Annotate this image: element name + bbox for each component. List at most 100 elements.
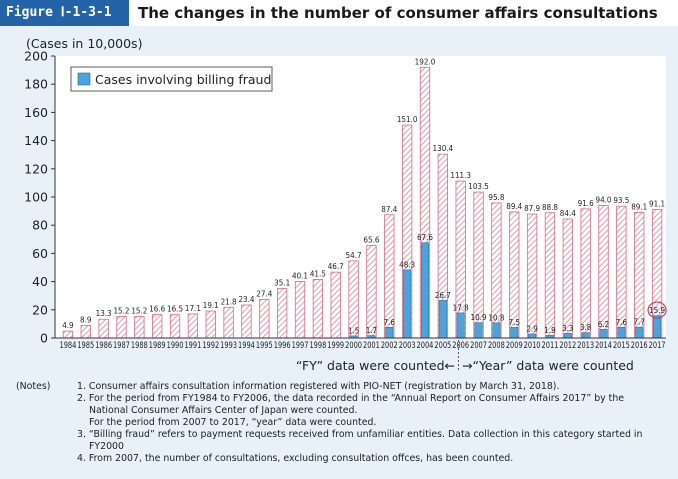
total-value-label: 16.5: [167, 305, 183, 314]
fraud-value-label: 3.8: [580, 323, 592, 332]
x-tick-label: 1993: [220, 341, 237, 351]
x-tick-label: 2014: [595, 341, 612, 351]
x-tick-label: 1988: [131, 341, 148, 351]
y-tick-label: 0: [40, 331, 48, 346]
total-value-label: 192.0: [415, 57, 436, 66]
total-bar: [134, 316, 145, 339]
x-tick-label: 2010: [524, 341, 541, 351]
total-value-label: 130.4: [433, 144, 454, 153]
total-value-label: 15.2: [131, 307, 147, 316]
x-tick-label: 2002: [381, 341, 398, 351]
y-tick-label: 180: [24, 77, 48, 92]
fraud-value-label: 7.7: [633, 318, 644, 327]
x-tick-label: 2001: [363, 341, 380, 351]
x-tick-label: 1991: [184, 341, 201, 351]
fraud-bar: [563, 333, 572, 339]
note-line: For the period from 2007 to 2017, “year”…: [89, 417, 377, 428]
total-value-label: 23.4: [238, 295, 254, 304]
y-tick-label: 140: [24, 133, 48, 148]
total-value-label: 17.1: [185, 304, 201, 313]
annotation-fy: “FY” data were counted←: [296, 358, 455, 373]
legend-box: [70, 66, 273, 92]
x-tick-label: 2012: [559, 341, 576, 351]
x-tick-label: 1984: [60, 341, 77, 351]
fraud-bar: [599, 329, 608, 339]
note-line: (Notes) 1. Consumer affairs consultation …: [16, 381, 666, 393]
highlight-circle: [647, 301, 667, 319]
total-value-label: 91.1: [649, 200, 665, 209]
fraud-value-label: 2.9: [526, 324, 538, 333]
total-bar: [312, 279, 324, 339]
x-tick-label: 1990: [167, 341, 184, 351]
x-tick-label: 2011: [542, 341, 559, 351]
total-value-label: 46.7: [328, 262, 344, 271]
x-tick-label: 1995: [256, 341, 273, 351]
y-tick-label: 40: [32, 274, 48, 289]
fraud-value-label: 3.3: [562, 324, 573, 333]
x-tick-label: 1998: [309, 341, 326, 351]
total-value-label: 93.5: [613, 196, 629, 205]
x-axis: 1984 1985 1986 1987 1988 1989 1990 1991 1992 1993…: [55, 337, 666, 351]
y-tick-label: 200: [24, 49, 48, 64]
total-value-label: 54.7: [346, 251, 362, 260]
total-bar: [62, 330, 74, 339]
y-axis: 0 20 40 60 80 100 120 140 160 180 200: [24, 49, 56, 346]
fraud-value-label: 26.7: [435, 291, 451, 300]
x-tick-label: 2017: [649, 341, 666, 351]
total-bar: [366, 245, 377, 339]
total-value-label: 19.1: [203, 301, 219, 310]
total-value-label: 21.8: [221, 297, 237, 306]
total-value-label: 89.1: [631, 202, 647, 211]
total-value-label: 16.6: [149, 305, 165, 314]
y-tick-label: 80: [32, 218, 48, 233]
x-tick-label: 2003: [399, 341, 416, 351]
notes-prefix: (Notes): [16, 381, 51, 392]
fraud-bar: [403, 269, 412, 339]
legend: Cases involving billing fraud: [70, 66, 273, 92]
bar-chart: (Cases in 10,000s) 0 20 40 60 80 100 120 140 160…: [24, 36, 667, 373]
x-tick-label: 1992: [202, 341, 219, 351]
total-value-label: 95.8: [488, 193, 504, 202]
total-bar: [152, 314, 163, 339]
x-tick-label: 2015: [613, 341, 630, 351]
y-tick-label: 60: [32, 246, 48, 261]
total-bar: [598, 205, 609, 339]
total-bar: [205, 310, 216, 339]
notes: (Notes) 1. Consumer affairs consultation …: [16, 381, 666, 465]
total-value-label: 87.9: [524, 204, 540, 213]
fraud-value-label: 7.6: [384, 318, 396, 327]
fraud-value-label: 67.6: [417, 233, 433, 242]
annotation-year: →“Year” data were counted: [462, 358, 634, 373]
fraud-value-label: 1.9: [544, 326, 556, 335]
total-value-label: 15.2: [113, 307, 129, 316]
fraud-value-label: 1.7: [366, 326, 377, 335]
fraud-value-label: 15.9: [649, 306, 665, 315]
total-bar: [187, 313, 199, 339]
x-tick-label: 1994: [238, 341, 255, 351]
total-bar: [277, 288, 288, 339]
total-bar: [223, 306, 234, 339]
fraud-value-label: 48.3: [399, 260, 415, 269]
total-value-label: 40.1: [292, 271, 308, 280]
x-tick-label: 1987: [113, 341, 130, 351]
x-tick-label: 2016: [631, 341, 648, 351]
total-value-label: 111.3: [450, 171, 471, 180]
fraud-bar: [456, 312, 465, 339]
total-bar: [259, 298, 270, 339]
x-tick-label: 2013: [577, 341, 594, 351]
fraud-value-label: 7.6: [616, 318, 628, 327]
total-bar: [98, 318, 109, 339]
x-tick-label: 2008: [488, 341, 505, 351]
fraud-bar: [420, 242, 429, 339]
total-bar: [544, 212, 556, 339]
x-tick-label: 1996: [274, 341, 291, 351]
x-tick-label: 1989: [149, 341, 166, 351]
total-bar: [330, 271, 341, 339]
note-line: National Consumer Affairs Center of Japa…: [89, 405, 358, 416]
total-bar: [580, 208, 591, 339]
fraud-value-label: 10.8: [488, 313, 504, 322]
fraud-bar: [474, 322, 483, 339]
total-value-label: 8.9: [80, 315, 92, 324]
fraud-value-label: 10.9: [471, 313, 487, 322]
